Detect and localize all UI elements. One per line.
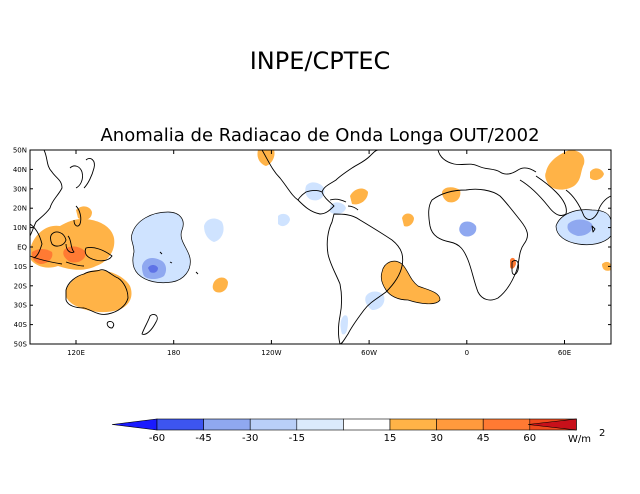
lon-label: 60W (361, 349, 377, 357)
colorbar-unit-exponent: 2 (599, 428, 605, 439)
colorbar-swatch (156, 418, 204, 431)
coast-pacific-islands (159, 251, 199, 275)
lat-label: 20N (13, 205, 27, 213)
anomaly-patch-newguinea-strong (63, 246, 86, 263)
anomaly-patch-caribbean (330, 202, 346, 215)
anomaly-patch-philippines (76, 206, 92, 220)
colorbar-swatch (482, 418, 531, 431)
anomaly-patch-atlantic-mid (402, 213, 414, 227)
colorbar-label: 30 (430, 433, 443, 444)
colorbar-right-triangle (527, 418, 577, 431)
lat-label: 20S (14, 282, 28, 290)
colorbar-unit: W/m (568, 434, 591, 445)
anomaly-patch-patagonia (340, 315, 348, 335)
map-background (30, 150, 611, 344)
lat-label: 30S (14, 302, 28, 310)
anomaly-patch-india (590, 168, 604, 181)
coast-new-guinea (84, 247, 113, 262)
lat-axis: 50N 40N 30N 20N 10N EQ 10S 20S 30S 40S 50S (13, 147, 611, 349)
coast-africa (428, 188, 528, 301)
lat-label: 40S (14, 321, 28, 329)
coast-madagascar (511, 259, 519, 275)
coast-sumatra-java (29, 255, 85, 267)
anomaly-patch-east-pacific-light (278, 213, 290, 227)
negative-anomaly-areas (131, 182, 611, 335)
coast-new-zealand (141, 313, 158, 335)
lat-label: 50S (14, 341, 28, 349)
anomaly-patch-central-pacific-light (204, 218, 224, 242)
colorbar-label: -45 (195, 433, 211, 444)
positive-anomaly-areas (31, 150, 611, 313)
lon-label: 120W (261, 349, 281, 357)
colorbar-label: -60 (149, 433, 165, 444)
colorbar-left-triangle (111, 418, 158, 431)
lat-label: 30N (13, 185, 27, 193)
coast-sri-lanka (591, 225, 596, 233)
lat-label: 50N (13, 147, 27, 155)
coast-caribbean-islands (329, 198, 359, 211)
anomaly-patch-australia (65, 270, 132, 313)
lat-label: 10S (14, 263, 28, 271)
coast-australia (65, 269, 129, 315)
colorbar-swatch (389, 418, 437, 431)
lat-label: 10N (13, 224, 27, 232)
lat-label: 40N (13, 166, 27, 174)
coast-europe (437, 149, 537, 175)
coast-philippines (73, 205, 82, 227)
org-title: INPE/CPTEC (250, 47, 391, 75)
coast-south-america (326, 213, 404, 345)
colorbar: -60 -45 -30 -15 15 30 45 60 (111, 418, 577, 444)
anomaly-patch-gulf-mexico (305, 182, 325, 201)
lon-label: 0 (465, 349, 469, 357)
lon-label: 60E (558, 349, 571, 357)
lon-label: 120E (67, 349, 85, 357)
colorbar-label: 45 (477, 433, 490, 444)
colorbar-label: 15 (384, 433, 397, 444)
coast-indochina (29, 223, 43, 259)
colorbar-label: 60 (523, 433, 536, 444)
coast-sulawesi (65, 235, 75, 253)
colorbar-swatch (249, 418, 298, 431)
anomaly-patch-brazil (381, 261, 440, 304)
coast-tasmania (106, 321, 115, 329)
coast-arabia (519, 175, 567, 217)
map-panel (29, 149, 612, 345)
anomaly-patch-atlantic-north (350, 188, 368, 205)
coastlines (29, 149, 612, 345)
lat-label: EQ (17, 244, 27, 252)
lon-axis: 120E 180 120W 60W 0 60E (67, 150, 571, 357)
anomaly-patch-middle-east (545, 150, 585, 190)
colorbar-swatch (436, 418, 484, 431)
coast-india (565, 189, 612, 220)
anomaly-patch-indian-ocean-east (602, 261, 611, 271)
colorbar-label: -30 (242, 433, 258, 444)
coast-florida-gulf (297, 190, 323, 201)
map-title: Anomalia de Radiacao de Onda Longa OUT/2… (100, 125, 539, 146)
coast-east-asia (29, 149, 63, 237)
anomaly-patch-africa-west (459, 221, 477, 237)
colorbar-label: -15 (289, 433, 305, 444)
coast-borneo (50, 231, 67, 247)
colorbar-swatch (203, 418, 251, 431)
anomaly-patch-indian-ocean-medium (567, 219, 593, 236)
lon-label: 180 (167, 349, 180, 357)
coast-north-america (261, 149, 379, 215)
coast-korea-japan (69, 157, 95, 189)
colorbar-swatch (296, 418, 344, 431)
anomaly-patch-indonesia-strong (31, 249, 53, 264)
anomaly-patch-west-pacific-strong (148, 265, 158, 273)
colorbar-swatch (343, 418, 391, 431)
anomaly-patch-central-pacific (212, 277, 228, 293)
